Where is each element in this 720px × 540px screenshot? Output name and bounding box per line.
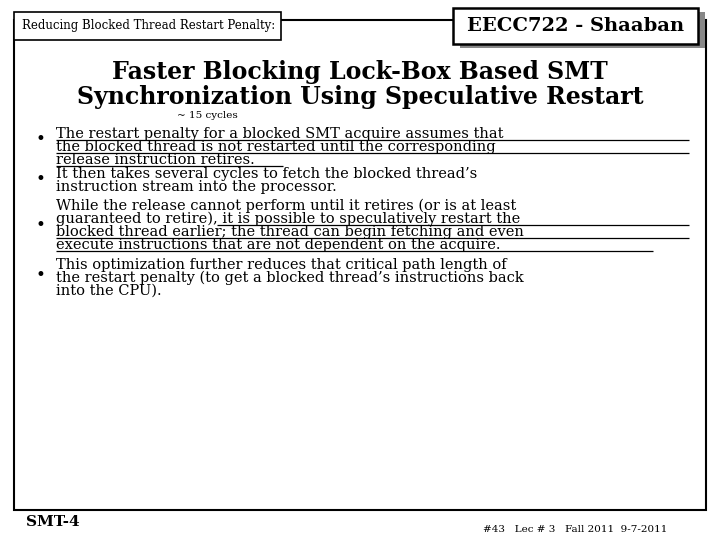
Text: guaranteed to retire), it is possible to speculatively restart the: guaranteed to retire), it is possible to…	[55, 212, 520, 226]
FancyBboxPatch shape	[14, 12, 281, 40]
Text: Reducing Blocked Thread Restart Penalty:: Reducing Blocked Thread Restart Penalty:	[22, 19, 275, 32]
FancyBboxPatch shape	[460, 12, 705, 48]
Text: This optimization further reduces that critical path length of: This optimization further reduces that c…	[55, 258, 506, 272]
Text: •: •	[36, 172, 46, 188]
Text: SMT-4: SMT-4	[26, 515, 80, 529]
Text: Faster Blocking Lock-Box Based SMT: Faster Blocking Lock-Box Based SMT	[112, 60, 608, 84]
Text: #43   Lec # 3   Fall 2011  9-7-2011: #43 Lec # 3 Fall 2011 9-7-2011	[483, 525, 667, 535]
FancyBboxPatch shape	[14, 20, 706, 510]
Text: ~ 15 cycles: ~ 15 cycles	[177, 111, 238, 119]
Text: While the release cannot perform until it retires (or is at least: While the release cannot perform until i…	[55, 199, 516, 213]
Text: release instruction retires.: release instruction retires.	[55, 153, 254, 167]
Text: Synchronization Using Speculative Restart: Synchronization Using Speculative Restar…	[77, 85, 643, 109]
Text: blocked thread earlier; the thread can begin fetching and even: blocked thread earlier; the thread can b…	[55, 225, 523, 239]
Text: instruction stream into the processor.: instruction stream into the processor.	[55, 180, 336, 194]
Text: the blocked thread is not restarted until the corresponding: the blocked thread is not restarted unti…	[55, 140, 495, 154]
Text: into the CPU).: into the CPU).	[55, 284, 161, 298]
Text: •: •	[36, 267, 46, 284]
Text: •: •	[36, 217, 46, 233]
Text: •: •	[36, 132, 46, 148]
Text: The restart penalty for a blocked SMT acquire assumes that: The restart penalty for a blocked SMT ac…	[55, 127, 503, 141]
FancyBboxPatch shape	[453, 8, 698, 44]
Text: EECC722 - Shaaban: EECC722 - Shaaban	[467, 17, 684, 35]
Text: It then takes several cycles to fetch the blocked thread’s: It then takes several cycles to fetch th…	[55, 167, 477, 181]
Text: the restart penalty (to get a blocked thread’s instructions back: the restart penalty (to get a blocked th…	[55, 271, 523, 285]
Text: execute instructions that are not dependent on the acquire.: execute instructions that are not depend…	[55, 238, 500, 252]
